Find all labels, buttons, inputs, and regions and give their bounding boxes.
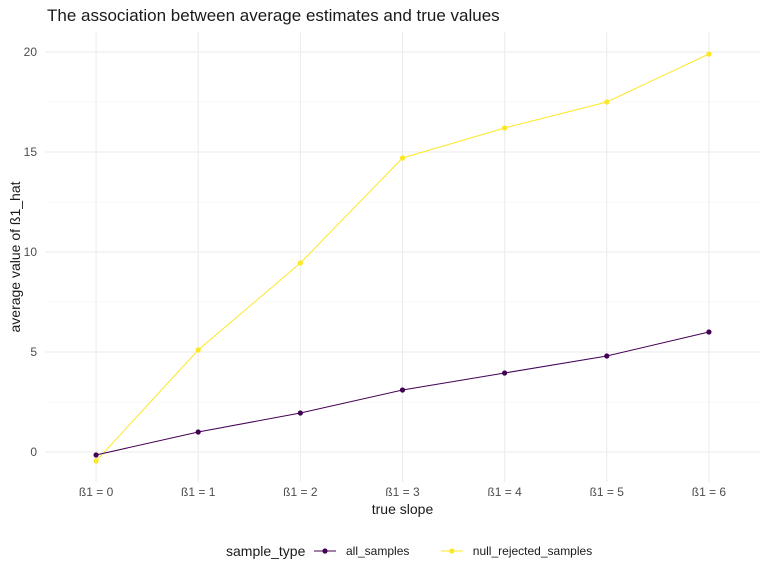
data-point-all_samples <box>706 329 712 335</box>
legend-label: null_rejected_samples <box>473 544 592 558</box>
chart-title: The association between average estimate… <box>47 6 500 25</box>
data-series <box>93 51 712 464</box>
data-point-null_rejected_samples <box>195 347 201 353</box>
data-point-null_rejected_samples <box>502 125 508 131</box>
legend-label: all_samples <box>346 544 409 558</box>
x-tick-label: ß1 = 3 <box>385 485 420 499</box>
legend-key-point <box>449 548 455 554</box>
data-point-null_rejected_samples <box>93 458 99 464</box>
axis-ticks: 0 5 10 15 20 ß1 = 0 ß1 = 1 ß1 = 2 ß1 = 3 ß1 = 4 ß1… <box>24 45 727 499</box>
x-tick-label: ß1 = 0 <box>79 485 114 499</box>
y-tick-label: 20 <box>24 45 38 59</box>
x-tick-label: ß1 = 5 <box>590 485 625 499</box>
data-point-null_rejected_samples <box>604 99 610 105</box>
legend-key-point <box>322 548 328 554</box>
x-tick-label: ß1 = 6 <box>692 485 727 499</box>
x-tick-label: ß1 = 4 <box>487 485 522 499</box>
x-axis-title: true slope <box>372 501 434 517</box>
legend-title: sample_type <box>226 543 306 559</box>
data-point-all_samples <box>399 387 406 393</box>
y-tick-label: 0 <box>30 445 37 459</box>
y-tick-label: 5 <box>30 345 37 359</box>
data-point-all_samples <box>297 410 303 416</box>
data-point-null_rejected_samples <box>297 260 303 266</box>
grid-lines <box>45 32 760 482</box>
y-tick-label: 15 <box>24 145 38 159</box>
x-tick-label: ß1 = 2 <box>283 485 318 499</box>
data-point-all_samples <box>195 429 201 435</box>
y-axis-title: average value of ß1_hat <box>7 181 23 332</box>
data-point-null_rejected_samples <box>399 155 406 161</box>
data-point-all_samples <box>502 370 508 376</box>
data-point-null_rejected_samples <box>706 51 712 57</box>
legend: sample_type all_samples null_rejected_samp… <box>226 543 592 559</box>
x-tick-label: ß1 = 1 <box>181 485 216 499</box>
y-tick-label: 10 <box>24 245 38 259</box>
data-point-all_samples <box>604 353 610 359</box>
data-point-all_samples <box>93 452 99 458</box>
